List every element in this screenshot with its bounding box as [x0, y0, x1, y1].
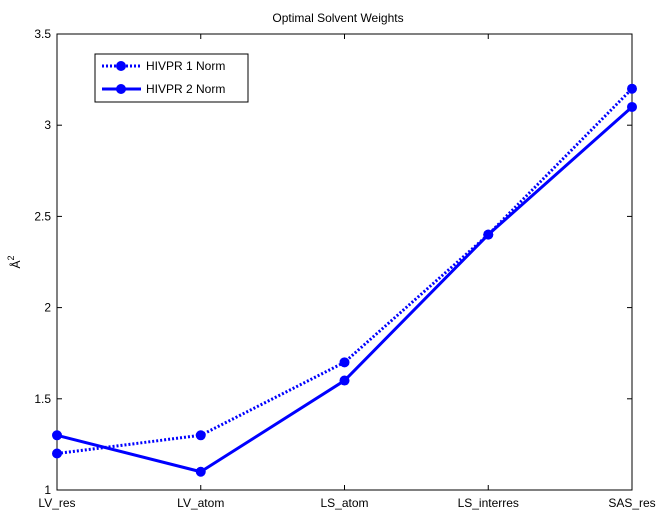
x-tick-label: LV_atom	[177, 496, 224, 510]
y-tick-label: 1.5	[34, 392, 51, 406]
series-1-point	[339, 357, 350, 368]
y-axis: 1 1.5 2 2.5 3 3.5	[34, 27, 632, 497]
chart-title: Optimal Solvent Weights	[272, 11, 403, 25]
x-tick-label: LV_res	[38, 496, 75, 510]
y-tick-label: 1	[44, 483, 51, 497]
y-tick-label: 3.5	[34, 27, 51, 41]
y-tick-label: 2	[44, 301, 51, 315]
plot-area	[56, 33, 633, 491]
series-1-point	[195, 430, 206, 441]
series-layer	[52, 83, 637, 477]
y-axis-label: Å2	[6, 255, 23, 268]
x-axis: LV_res LV_atom LS_atom LS_interres SAS_res	[38, 34, 656, 510]
legend-marker-series-2	[116, 84, 126, 94]
legend-label-series-2: HIVPR 2 Norm	[146, 82, 225, 96]
x-tick-label: SAS_res	[608, 496, 655, 510]
y-tick-label: 2.5	[34, 209, 51, 223]
series-line-1	[56, 87, 634, 456]
y-tick-label: 3	[44, 118, 51, 132]
series-2-point	[339, 375, 350, 386]
series-2-point	[627, 101, 637, 112]
series-1-point	[627, 83, 637, 94]
x-tick-label: LS_interres	[458, 496, 519, 510]
legend: HIVPR 1 Norm HIVPR 2 Norm	[94, 53, 249, 103]
y-axis-label-exponent: 2	[6, 255, 16, 260]
y-axis-label-unit: Å	[8, 261, 23, 269]
series-2-point	[483, 229, 494, 240]
series-2-point	[52, 430, 62, 441]
legend-marker-series-1	[116, 61, 126, 71]
x-tick-label: LS_atom	[320, 496, 368, 510]
series-1-point	[52, 448, 62, 459]
series-2-point	[195, 466, 206, 477]
legend-label-series-1: HIVPR 1 Norm	[146, 59, 225, 73]
